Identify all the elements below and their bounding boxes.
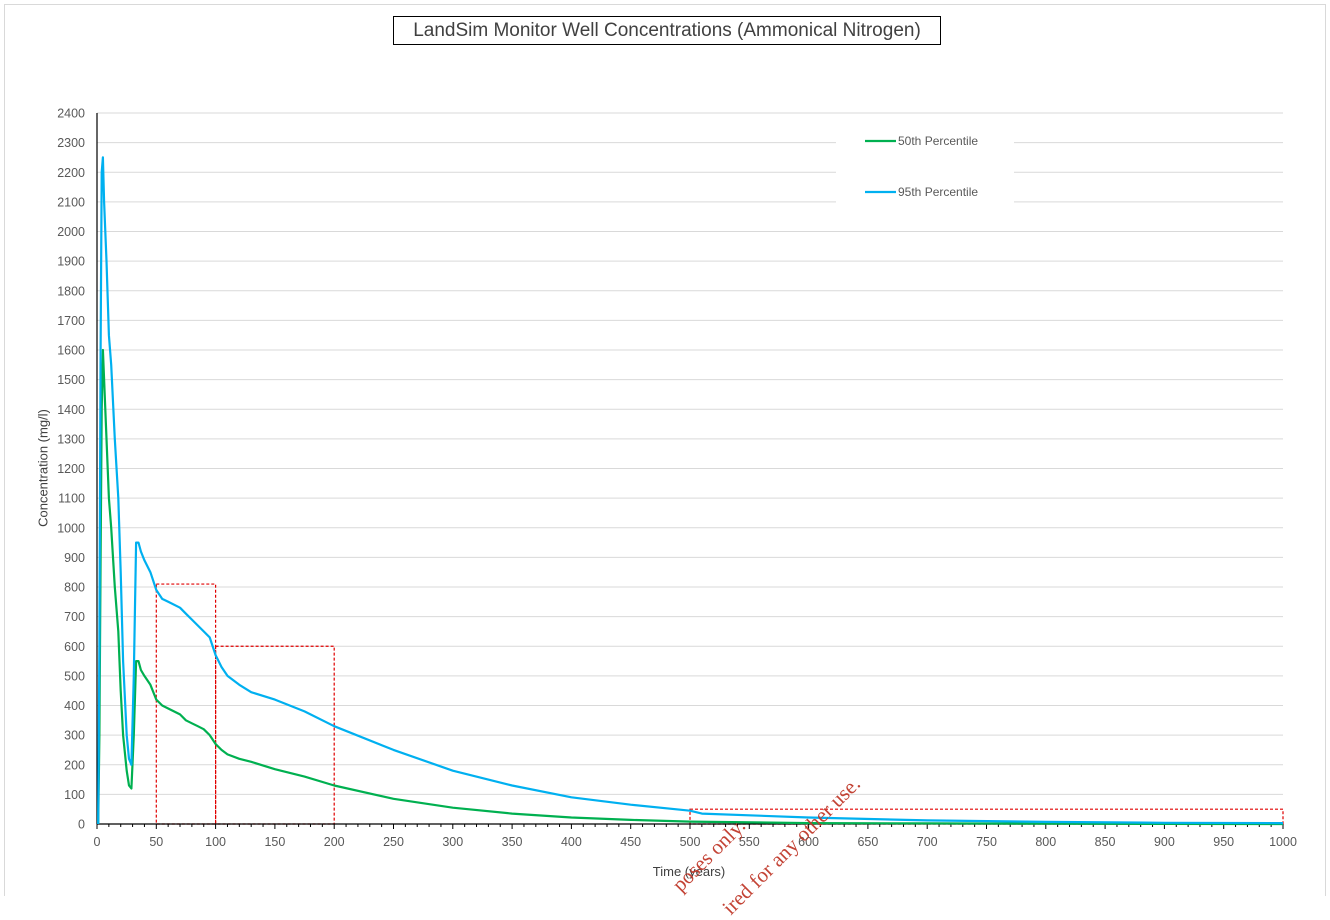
y-tick-label: 300 [64,729,85,743]
x-axis-label: Time (years) [652,864,726,879]
y-axis-label: Concentration (mg/l) [35,409,51,527]
x-tick-label: 100 [205,835,226,849]
x-tick-label: 750 [976,835,997,849]
y-tick-label: 1000 [57,521,85,535]
x-tick-label: 200 [324,835,345,849]
legend-label: 50th Percentile [898,134,978,148]
y-tick-label: 1500 [57,373,85,387]
x-tick-label: 700 [917,835,938,849]
y-tick-label: 1700 [57,314,85,328]
y-tick-label: 2400 [57,107,85,121]
x-tick-label: 0 [94,835,101,849]
x-tick-label: 950 [1213,835,1234,849]
series-line-50th-percentile [97,348,1284,826]
x-tick-label: 450 [620,835,641,849]
highlight-box [155,583,217,825]
x-tick-label: 250 [383,835,404,849]
x-tick-label: 500 [680,835,701,849]
x-tick-label: 400 [561,835,582,849]
y-tick-label: 2200 [57,166,85,180]
chart-canvas: 0100200300400500600700800900100011001200… [57,107,1297,850]
y-tick-label: 500 [64,669,85,683]
x-tick-label: 600 [798,835,819,849]
y-tick-label: 600 [64,640,85,654]
y-tick-label: 2300 [57,136,85,150]
x-tick-label: 550 [739,835,760,849]
x-tick-label: 900 [1154,835,1175,849]
x-tick-label: 350 [502,835,523,849]
series-line-95th-percentile [97,156,1284,825]
chart-title: LandSim Monitor Well Concentrations (Amm… [393,16,941,45]
chart-frame [4,4,1326,896]
x-tick-label: 1000 [1269,835,1297,849]
y-tick-label: 800 [64,581,85,595]
y-tick-label: 1100 [58,492,85,506]
legend-background [836,122,1014,212]
gridlines [97,112,1283,795]
y-tick-label: 400 [64,699,85,713]
y-tick-label: 2000 [57,225,85,239]
axes: 0100200300400500600700800900100011001200… [57,107,1297,850]
y-tick-label: 1900 [57,255,85,269]
annotation-boxes [155,583,1284,825]
series-lines [97,156,1284,826]
x-tick-label: 850 [1095,835,1116,849]
y-tick-label: 1400 [57,403,85,417]
y-tick-label: 100 [64,788,85,802]
y-tick-label: 1300 [57,432,85,446]
legend: 50th Percentile 95th Percentile [836,122,1014,212]
y-tick-label: 1800 [57,284,85,298]
x-tick-label: 300 [442,835,463,849]
y-tick-label: 0 [78,818,85,832]
legend-label: 95th Percentile [898,185,978,199]
y-tick-label: 700 [64,610,85,624]
y-tick-label: 2100 [57,195,85,209]
x-tick-label: 650 [857,835,878,849]
x-tick-label: 150 [264,835,285,849]
y-tick-label: 1200 [57,462,85,476]
y-tick-label: 200 [64,758,85,772]
y-tick-label: 900 [64,551,85,565]
x-tick-label: 800 [1035,835,1056,849]
highlight-box [689,808,1284,825]
y-tick-label: 1600 [57,344,85,358]
x-tick-label: 50 [149,835,163,849]
